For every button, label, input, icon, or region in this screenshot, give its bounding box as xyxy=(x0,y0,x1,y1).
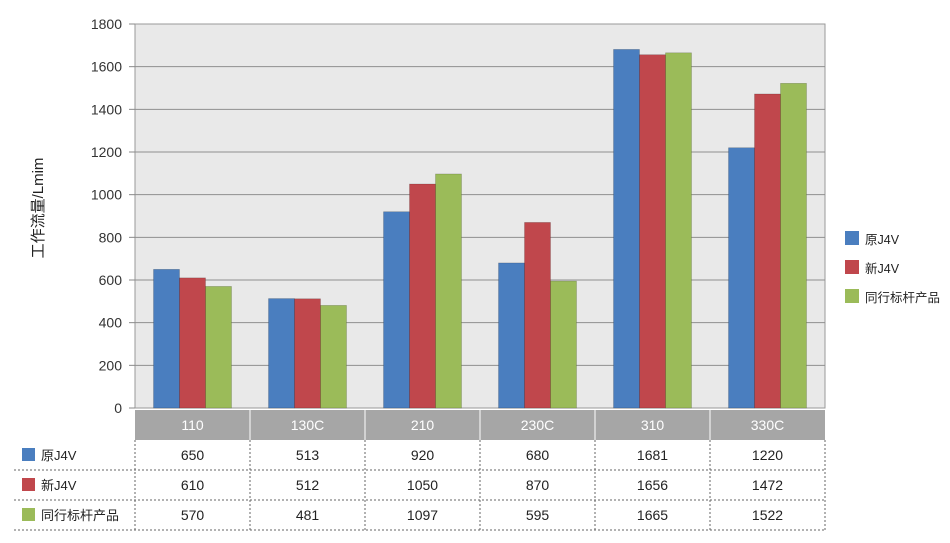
data-label: 1665 xyxy=(637,507,668,523)
data-label: 610 xyxy=(181,477,205,493)
bar xyxy=(320,305,347,409)
data-label: 870 xyxy=(526,477,550,493)
legend-item: 同行标杆产品 xyxy=(845,286,940,306)
table-series-swatch xyxy=(22,508,35,521)
table-series-label: 新J4V xyxy=(41,478,77,493)
bar xyxy=(268,298,295,409)
data-label: 595 xyxy=(526,507,550,523)
bar xyxy=(294,298,321,409)
legend-item: 新J4V xyxy=(845,257,899,277)
bar xyxy=(780,83,807,409)
y-tick-label: 1000 xyxy=(91,187,122,203)
data-label: 1097 xyxy=(407,507,438,523)
x-category-label: 310 xyxy=(641,417,665,433)
x-category-label: 210 xyxy=(411,417,435,433)
gridlines xyxy=(129,23,825,409)
data-label: 570 xyxy=(181,507,205,523)
y-tick-label: 400 xyxy=(99,315,123,331)
table-series-swatch xyxy=(22,478,35,491)
table-series-label: 原J4V xyxy=(41,448,77,463)
bar xyxy=(550,280,577,409)
data-label: 1656 xyxy=(637,477,668,493)
data-label: 513 xyxy=(296,447,320,463)
x-category-label: 130C xyxy=(291,417,324,433)
bar xyxy=(665,52,692,409)
y-tick-label: 1400 xyxy=(91,101,122,117)
bar xyxy=(498,262,525,409)
legend-label: 同行标杆产品 xyxy=(865,290,941,305)
data-label: 512 xyxy=(296,477,320,493)
bar xyxy=(435,173,462,409)
data-label: 920 xyxy=(411,447,435,463)
y-tick-label: 1800 xyxy=(91,16,122,32)
y-tick-label: 200 xyxy=(99,357,123,373)
bar xyxy=(728,147,755,409)
data-label: 1681 xyxy=(637,447,668,463)
y-axis-label: 工作流量/Lmim xyxy=(30,158,47,259)
bars xyxy=(153,49,807,409)
bar xyxy=(639,54,666,409)
bar xyxy=(409,183,436,409)
x-category-label: 330C xyxy=(751,417,784,433)
y-axis-ticks: 0 200 400 600 800 1000 1200 1400 1600 1800 xyxy=(91,16,122,416)
data-table: 110 130C 210 230C 310 330C 原J4V 650 513 920 680 168… xyxy=(14,410,826,531)
y-tick-label: 800 xyxy=(99,229,123,245)
bar xyxy=(524,222,551,409)
y-tick-label: 1600 xyxy=(91,59,122,75)
data-label: 680 xyxy=(526,447,550,463)
data-label: 1472 xyxy=(752,477,783,493)
legend-label: 原J4V xyxy=(865,232,900,247)
y-tick-label: 600 xyxy=(99,272,123,288)
legend-swatch xyxy=(845,260,859,274)
x-category-label: 230C xyxy=(521,417,554,433)
legend-swatch xyxy=(845,231,859,245)
y-tick-label: 0 xyxy=(114,400,122,416)
legend-label: 新J4V xyxy=(865,261,900,276)
data-label: 1522 xyxy=(752,507,783,523)
data-label: 481 xyxy=(296,507,320,523)
plot-area xyxy=(134,23,826,409)
data-label: 650 xyxy=(181,447,205,463)
data-label: 1050 xyxy=(407,477,438,493)
legend-item: 原J4V xyxy=(845,228,899,248)
bar xyxy=(613,49,640,409)
bar xyxy=(153,269,180,409)
bar xyxy=(179,277,206,409)
bar xyxy=(754,93,781,409)
table-series-label: 同行标杆产品 xyxy=(41,508,119,523)
legend-swatch xyxy=(845,289,859,303)
data-label: 1220 xyxy=(752,447,783,463)
x-category-label: 110 xyxy=(181,417,204,433)
bar xyxy=(205,286,232,409)
y-tick-label: 1200 xyxy=(91,144,122,160)
bar xyxy=(383,211,410,409)
table-series-swatch xyxy=(22,448,35,461)
